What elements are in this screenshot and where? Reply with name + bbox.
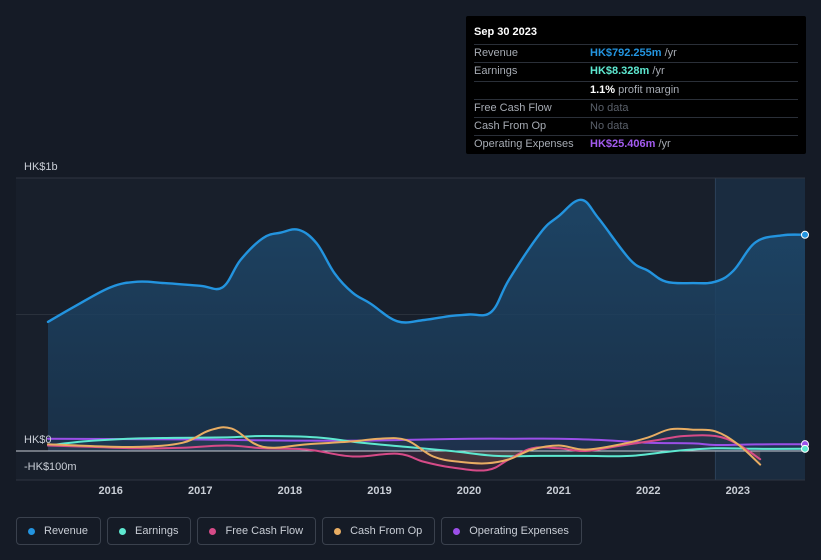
- legend-dot-icon: [119, 527, 127, 535]
- legend-dot-icon: [453, 527, 461, 535]
- tooltip-row: Operating Expenses HK$25.406m /yr: [474, 135, 798, 153]
- x-tick-label: 2023: [726, 485, 750, 497]
- tooltip-row-suffix: /yr: [655, 138, 671, 151]
- tooltip-row-label: Free Cash Flow: [474, 101, 552, 114]
- tooltip-row-value: HK$25.406m: [590, 138, 656, 151]
- x-tick-label: 2017: [188, 485, 212, 497]
- cash-from-op-line: [47, 426, 762, 466]
- free-cash-flow-line: [47, 434, 762, 472]
- tooltip-row-label: [474, 82, 590, 99]
- x-tick-label: 2016: [98, 485, 122, 497]
- legend-label: Operating Expenses: [469, 525, 569, 537]
- legend-dot-icon: [209, 527, 217, 535]
- tooltip-row-value: HK$792.255m: [590, 47, 662, 59]
- operating-expenses-line: [47, 437, 806, 447]
- tooltip-row-label: Operating Expenses: [474, 138, 574, 151]
- legend-item-free-cash-flow[interactable]: Free Cash Flow: [197, 517, 317, 545]
- tooltip-row: Earnings HK$8.328m /yr: [474, 62, 798, 80]
- tooltip-row-label: Earnings: [474, 65, 518, 78]
- x-tick-label: 2022: [636, 485, 660, 497]
- tooltip-row-suffix: /yr: [661, 47, 677, 59]
- revenue-end-point: [801, 230, 809, 239]
- legend-label: Earnings: [135, 525, 179, 537]
- x-tick-label: 2019: [367, 485, 391, 497]
- revenue-line: [46, 198, 807, 324]
- tooltip-row: Free Cash Flow No data: [474, 98, 798, 117]
- tooltip-row-suffix: /yr: [649, 65, 665, 78]
- tooltip-row: Revenue HK$792.255m /yr: [474, 44, 798, 62]
- y-axis-top-label: HK$1b: [24, 161, 58, 173]
- tooltip-date: Sep 30 2023: [474, 26, 537, 38]
- chart-legend: Revenue Earnings Free Cash Flow Cash From O…: [16, 517, 582, 545]
- earnings-end-point: [801, 444, 809, 453]
- tooltip-row: Cash From Op No data: [474, 117, 798, 135]
- tooltip-row-label: Revenue: [474, 47, 519, 59]
- free-cash-flow-area: [48, 435, 761, 471]
- legend-label: Revenue: [44, 525, 89, 537]
- tooltip-row-label: Cash From Op: [474, 120, 547, 133]
- tooltip-row-value: HK$8.328m: [590, 65, 650, 78]
- y-axis-bottom-label: -HK$100m: [24, 461, 77, 473]
- legend-label: Free Cash Flow: [225, 525, 304, 537]
- legend-item-revenue[interactable]: Revenue: [16, 517, 102, 545]
- tooltip-row-suffix: profit margin: [615, 83, 680, 96]
- x-tick-label: 2020: [457, 485, 481, 497]
- revenue-area: [48, 199, 805, 451]
- legend-dot-icon: [334, 527, 342, 535]
- tooltip-row: 1.1% profit margin: [474, 80, 798, 99]
- x-tick-label: 2018: [278, 485, 302, 497]
- data-tooltip: Sep 30 2023 Revenue HK$792.255m /yr Earnin…: [466, 16, 806, 154]
- legend-item-cash-from-op[interactable]: Cash From Op: [322, 517, 436, 545]
- y-axis-zero-label: HK$0: [24, 434, 52, 446]
- tooltip-row-value: No data: [590, 101, 629, 114]
- x-tick-label: 2021: [546, 485, 570, 497]
- legend-dot-icon: [28, 527, 35, 535]
- earnings-line: [47, 435, 806, 458]
- legend-label: Cash From Op: [350, 525, 423, 537]
- tooltip-row-value: 1.1%: [590, 83, 616, 96]
- legend-item-earnings[interactable]: Earnings: [107, 517, 192, 545]
- tooltip-row-value: No data: [590, 120, 629, 133]
- legend-item-operating-expenses[interactable]: Operating Expenses: [441, 517, 582, 545]
